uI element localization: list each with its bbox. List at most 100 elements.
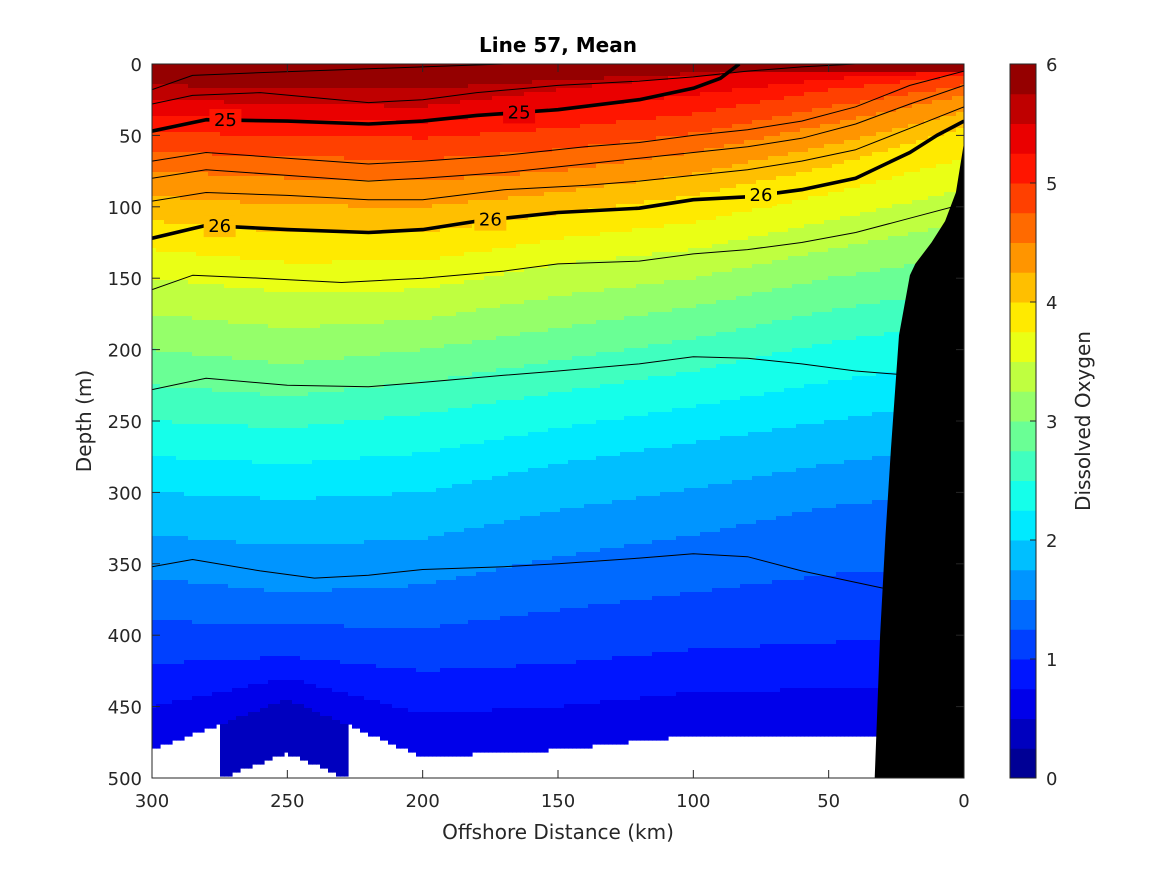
oxygen-fill-cell bbox=[152, 492, 157, 537]
oxygen-fill-cell bbox=[536, 172, 541, 197]
oxygen-fill-cell bbox=[420, 124, 425, 141]
oxygen-fill-cell bbox=[408, 456, 413, 493]
oxygen-fill-cell bbox=[664, 224, 669, 253]
oxygen-fill-cell bbox=[760, 264, 765, 293]
oxygen-fill-cell bbox=[352, 628, 357, 665]
oxygen-fill-cell bbox=[820, 384, 825, 425]
oxygen-fill-cell bbox=[324, 204, 329, 233]
oxygen-fill-cell bbox=[608, 320, 613, 353]
oxygen-fill-cell bbox=[420, 712, 425, 757]
oxygen-fill-cell bbox=[712, 588, 717, 649]
oxygen-fill-cell bbox=[288, 328, 293, 365]
oxygen-fill-cell bbox=[160, 100, 165, 117]
oxygen-fill-cell bbox=[364, 628, 369, 665]
oxygen-fill-cell bbox=[304, 360, 309, 397]
oxygen-fill-cell bbox=[632, 160, 637, 185]
oxygen-fill-cell bbox=[744, 360, 749, 397]
oxygen-fill-cell bbox=[308, 360, 313, 393]
oxygen-fill-cell bbox=[716, 168, 721, 193]
oxygen-fill-cell bbox=[796, 112, 801, 133]
oxygen-fill-cell bbox=[204, 584, 209, 625]
oxygen-fill-cell bbox=[736, 480, 741, 525]
oxygen-fill-cell bbox=[628, 140, 633, 161]
oxygen-fill-cell bbox=[928, 64, 933, 73]
oxygen-fill-cell bbox=[324, 716, 329, 769]
oxygen-fill-cell bbox=[816, 384, 821, 425]
oxygen-fill-cell bbox=[832, 644, 837, 689]
oxygen-fill-cell bbox=[432, 712, 437, 757]
oxygen-fill-cell bbox=[256, 392, 261, 429]
oxygen-fill-cell bbox=[288, 700, 293, 757]
oxygen-fill-cell bbox=[676, 224, 681, 253]
oxygen-fill-cell bbox=[352, 356, 357, 389]
oxygen-fill-cell bbox=[876, 76, 881, 85]
density-contour-line bbox=[152, 203, 964, 291]
oxygen-fill-cell bbox=[736, 436, 741, 481]
oxygen-fill-cell bbox=[396, 136, 401, 161]
oxygen-fill-cell bbox=[588, 460, 593, 505]
oxygen-fill-cell bbox=[524, 152, 529, 173]
oxygen-fill-cell bbox=[516, 520, 521, 565]
oxygen-fill-cell bbox=[180, 280, 185, 317]
oxygen-fill-cell bbox=[564, 264, 569, 297]
oxygen-fill-cell bbox=[696, 112, 701, 133]
oxygen-fill-cell bbox=[588, 604, 593, 661]
oxygen-fill-cell bbox=[528, 664, 533, 709]
oxygen-fill-cell bbox=[408, 88, 413, 109]
oxygen-fill-cell bbox=[844, 140, 849, 161]
oxygen-fill-cell bbox=[440, 136, 445, 161]
oxygen-fill-cell bbox=[312, 392, 317, 425]
oxygen-fill-cell bbox=[756, 584, 761, 649]
oxygen-fill-cell bbox=[232, 660, 237, 689]
oxygen-fill-cell bbox=[312, 328, 317, 361]
oxygen-fill-cell bbox=[764, 356, 769, 393]
oxygen-fill-cell bbox=[484, 712, 489, 753]
oxygen-fill-cell bbox=[688, 280, 693, 309]
oxygen-fill-cell bbox=[836, 276, 841, 309]
oxygen-fill-cell bbox=[844, 380, 849, 421]
oxygen-fill-cell bbox=[284, 136, 289, 157]
oxygen-fill-cell bbox=[884, 180, 889, 209]
oxygen-fill-cell bbox=[200, 100, 205, 117]
oxygen-fill-cell bbox=[544, 192, 549, 217]
oxygen-fill-cell bbox=[704, 132, 709, 149]
oxygen-fill-cell bbox=[624, 160, 629, 185]
oxygen-fill-cell bbox=[840, 120, 845, 145]
oxygen-fill-cell bbox=[328, 232, 333, 265]
oxygen-fill-cell bbox=[696, 488, 701, 537]
oxygen-fill-cell bbox=[180, 316, 185, 353]
oxygen-fill-cell bbox=[404, 540, 409, 589]
oxygen-fill-cell bbox=[188, 540, 193, 585]
oxygen-fill-cell bbox=[632, 184, 637, 205]
oxygen-fill-cell bbox=[524, 472, 529, 517]
oxygen-fill-cell bbox=[268, 176, 273, 205]
oxygen-fill-cell bbox=[332, 496, 337, 545]
oxygen-fill-cell bbox=[596, 604, 601, 661]
oxygen-fill-cell bbox=[580, 460, 585, 509]
oxygen-fill-cell bbox=[352, 588, 357, 629]
oxygen-fill-cell bbox=[396, 588, 401, 629]
oxygen-fill-cell bbox=[384, 588, 389, 629]
oxygen-fill-cell bbox=[428, 380, 433, 413]
oxygen-fill-cell bbox=[516, 304, 521, 337]
oxygen-fill-cell bbox=[652, 100, 657, 121]
oxygen-fill-cell bbox=[344, 544, 349, 589]
colorbar-segment bbox=[1010, 391, 1036, 422]
oxygen-fill-cell bbox=[416, 672, 421, 713]
oxygen-fill-cell bbox=[772, 580, 777, 645]
oxygen-fill-cell bbox=[756, 324, 761, 357]
oxygen-fill-cell bbox=[420, 380, 425, 413]
oxygen-fill-cell bbox=[788, 688, 793, 737]
oxygen-fill-cell bbox=[200, 88, 205, 101]
oxygen-fill-cell bbox=[792, 284, 797, 317]
oxygen-fill-cell bbox=[728, 128, 733, 145]
oxygen-fill-cell bbox=[752, 64, 757, 73]
oxygen-fill-cell bbox=[248, 64, 253, 89]
oxygen-fill-cell bbox=[316, 544, 321, 593]
oxygen-fill-cell bbox=[632, 80, 637, 101]
oxygen-fill-cell bbox=[568, 328, 573, 361]
oxygen-fill-cell bbox=[892, 236, 897, 269]
oxygen-fill-cell bbox=[484, 100, 489, 117]
oxygen-fill-cell bbox=[156, 152, 161, 173]
oxygen-fill-cell bbox=[280, 428, 285, 465]
